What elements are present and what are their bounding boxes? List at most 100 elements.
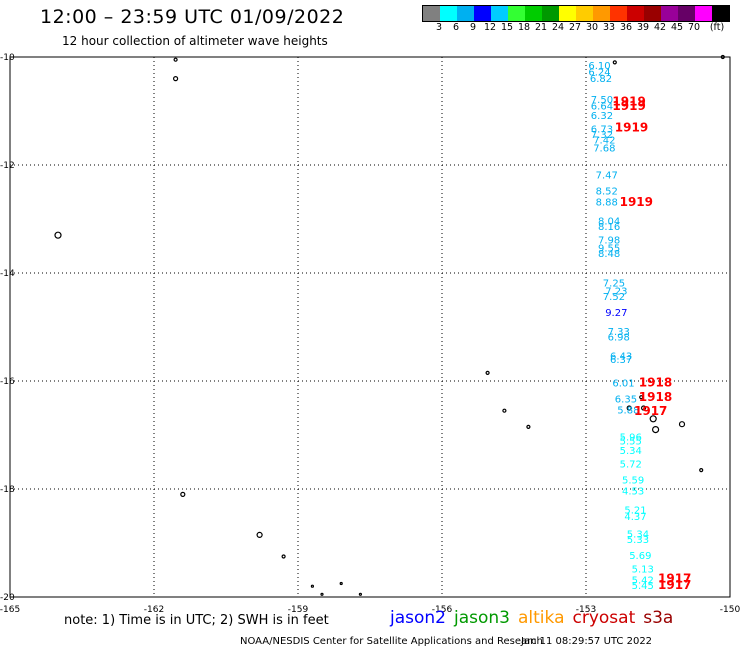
- island-outline: [485, 370, 490, 375]
- island-outline: [678, 421, 686, 428]
- colorbar-swatch: [559, 6, 576, 21]
- colorbar-label: 27: [568, 22, 582, 33]
- colorbar-swatch: [678, 6, 695, 21]
- colorbar-swatch: [610, 6, 627, 21]
- wave-height-label: 9.55: [598, 243, 620, 254]
- lat-tick-label: -14: [0, 269, 15, 279]
- pass-time-label: 1919: [612, 95, 645, 109]
- wave-height-label: 7.23: [605, 287, 627, 298]
- wave-height-label: 7.50: [591, 95, 613, 106]
- pass-time-label: 1918: [639, 390, 672, 404]
- wave-height-label: 6.82: [590, 74, 612, 85]
- colorbar-label: 39: [636, 22, 650, 33]
- colorbar-label: 21: [534, 22, 548, 33]
- pass-time-label: 1918: [639, 375, 672, 389]
- generated-timestamp: Jan 11 08:29:57 UTC 2022: [521, 636, 653, 647]
- island-outline: [699, 468, 704, 473]
- colorbar-label: 3: [435, 22, 443, 33]
- colorbar-label: 6: [452, 22, 460, 33]
- lat-tick-label: -18: [0, 485, 15, 495]
- lat-tick-label: -16: [0, 377, 15, 387]
- colorbar-label: 18: [517, 22, 531, 33]
- island-outline: [180, 491, 186, 497]
- island-outline: [612, 60, 617, 65]
- wave-height-label: 6.24: [588, 67, 610, 78]
- wave-height-label: 5.42: [632, 576, 654, 587]
- colorbar-swatch: [627, 6, 644, 21]
- wave-height-label: 8.04: [598, 216, 620, 227]
- wave-height-label: 7.68: [593, 144, 615, 155]
- lat-tick-label: -20: [0, 593, 15, 603]
- pass-time-label: 1919: [615, 121, 648, 135]
- lon-tick-label: -165: [0, 605, 20, 615]
- colorbar-label: 45: [670, 22, 684, 33]
- lat-tick-label: -12: [0, 161, 15, 171]
- colorbar-label: (ft): [709, 22, 725, 33]
- wave-height-label: 8.16: [598, 222, 620, 233]
- island-outline: [54, 231, 62, 239]
- wave-height-label: 6.01: [612, 378, 634, 389]
- wave-height-label: 7.25: [603, 279, 625, 290]
- wave-height-label: 8.52: [596, 187, 618, 198]
- wave-height-colorbar: [422, 5, 730, 22]
- wave-height-label: 6.98: [608, 333, 630, 344]
- colorbar-swatch: [542, 6, 559, 21]
- colorbar-label: 12: [483, 22, 497, 33]
- wave-height-label: 5.59: [622, 476, 644, 487]
- wave-height-label: 5.88: [617, 405, 639, 416]
- wave-height-label: 6.43: [610, 351, 632, 362]
- wave-height-label: 6.35: [615, 395, 637, 406]
- lon-tick-label: -162: [144, 605, 164, 615]
- wave-height-label: 8.88: [596, 198, 618, 209]
- island-outline: [639, 395, 644, 400]
- wave-height-label: 6.73: [591, 125, 613, 136]
- wave-height-label: 5.69: [629, 551, 651, 562]
- legend-item-jason2: jason2: [390, 608, 446, 628]
- wave-height-label: 4.53: [622, 486, 644, 497]
- wave-height-label: 5.55: [620, 437, 642, 448]
- wave-height-label: 7.32: [591, 130, 613, 141]
- island-outline: [649, 415, 657, 423]
- island-outline: [281, 554, 286, 559]
- colorbar-swatch: [474, 6, 491, 21]
- colorbar-label: 70: [687, 22, 701, 33]
- island-outline: [626, 405, 632, 411]
- wave-height-label: 9.27: [605, 308, 627, 319]
- pass-time-label: 1919: [612, 99, 645, 113]
- wave-height-label: 6.37: [610, 355, 632, 366]
- island-outline: [640, 405, 647, 411]
- satellite-legend: jason2 jason3 altika cryosat s3a: [390, 608, 681, 628]
- credit-text: NOAA/NESDIS Center for Satellite Applica…: [240, 636, 543, 647]
- wave-height-label: 4.37: [624, 512, 646, 523]
- pass-time-label: 1917: [634, 404, 667, 418]
- wave-height-label: 5.21: [624, 505, 646, 516]
- colorbar-label: 33: [602, 22, 616, 33]
- pass-time-label: 1917: [658, 571, 691, 585]
- wave-height-label: 7.52: [603, 292, 625, 303]
- page-subtitle: 12 hour collection of altimeter wave hei…: [62, 34, 328, 48]
- wave-height-label: 5.34: [627, 530, 649, 541]
- wave-height-label: 7.98: [598, 235, 620, 246]
- colorbar-swatch: [712, 6, 729, 21]
- colorbar-swatch: [644, 6, 661, 21]
- page-title: 12:00 – 23:59 UTC 01/09/2022: [40, 6, 345, 28]
- colorbar-swatch: [593, 6, 610, 21]
- wave-height-label: 6.10: [588, 61, 610, 72]
- lon-tick-label: -153: [576, 605, 596, 615]
- legend-item-altika: altika: [518, 608, 565, 628]
- wave-height-label: 5.13: [632, 565, 654, 576]
- pass-time-label: 1917: [658, 578, 691, 592]
- colorbar-label: 42: [653, 22, 667, 33]
- island-outline: [526, 424, 531, 429]
- island-outline: [320, 592, 324, 596]
- legend-item-jason3: jason3: [454, 608, 510, 628]
- wave-height-label: 8.48: [598, 249, 620, 260]
- colorbar-label: 9: [469, 22, 477, 33]
- island-outline: [173, 57, 178, 62]
- colorbar-swatch: [508, 6, 525, 21]
- island-outline: [173, 75, 179, 82]
- island-outline: [651, 426, 660, 434]
- legend-item-cryosat: cryosat: [572, 608, 636, 628]
- wave-height-label: 5.72: [620, 459, 642, 470]
